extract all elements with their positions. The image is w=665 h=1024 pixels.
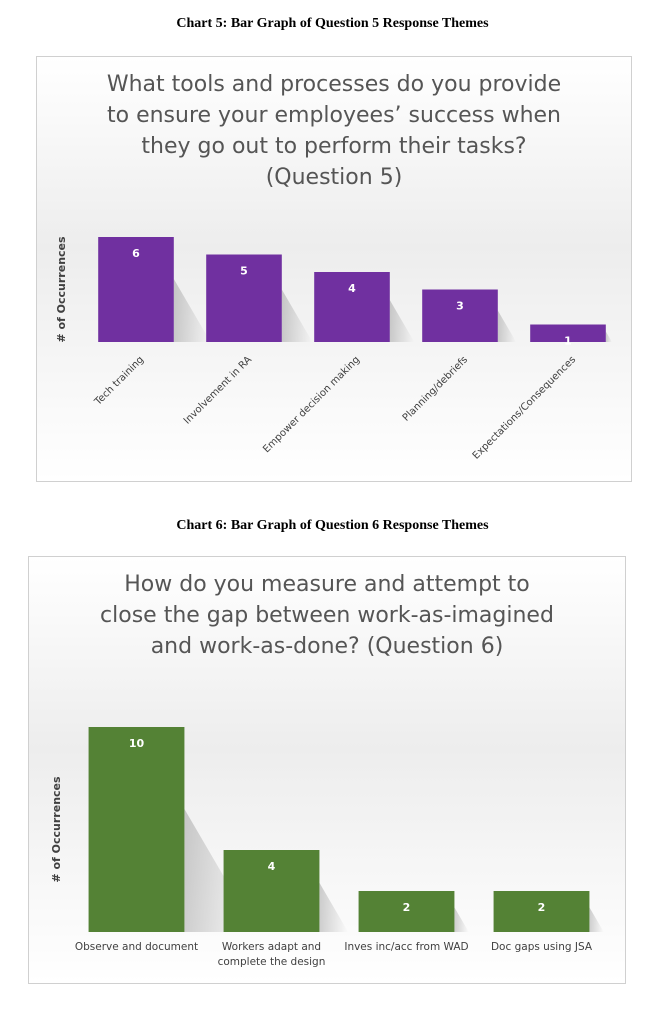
chart5-bar-shadow	[389, 300, 415, 342]
chart5-bar	[98, 237, 174, 342]
chart6-x-tick-label: Workers adapt and	[222, 941, 321, 953]
chart5-panel: What tools and processes do you provide …	[36, 56, 632, 482]
chart5-plot: # of Occurrences 6 Tech training 5 Involveme…	[55, 236, 612, 462]
chart5-data-label: 4	[348, 282, 356, 295]
chart6-title-line-2: close the gap between work-as-imagined	[100, 603, 554, 628]
chart5-data-label: 6	[132, 247, 140, 260]
chart6-title: How do you measure and attempt to close …	[29, 569, 625, 662]
chart5-x-tick-label: Involvement in RA	[182, 354, 254, 426]
chart6-title-line-1: How do you measure and attempt to	[124, 572, 530, 597]
chart5-bar	[314, 272, 390, 342]
chart5-x-tick-label: Planning/debriefs	[401, 354, 470, 423]
chart5-data-label: 1	[564, 335, 572, 348]
chart5-bar	[206, 254, 282, 342]
chart6-bar	[88, 727, 185, 932]
chart6-x-tick-label: complete the design	[218, 956, 326, 968]
chart5-title-line-1: What tools and processes do you provide	[106, 72, 562, 97]
chart5-x-tick-label: Empower decision making	[261, 354, 362, 455]
chart6-bar-shadow	[319, 882, 349, 932]
chart5-bar-shadow	[281, 289, 313, 342]
chart6-panel: How do you measure and attempt to close …	[28, 556, 626, 984]
chart6-plot: # of Occurrences 10 Observe and document 4 W…	[50, 727, 604, 968]
chart6-bar-shadow	[454, 907, 469, 932]
chart6-bar	[358, 891, 455, 932]
chart5-title-line-3: they go out to perform their tasks?	[141, 134, 527, 159]
chart5-data-label: 5	[240, 265, 248, 278]
chart5-title: What tools and processes do you provide …	[37, 69, 631, 193]
chart6-x-tick-label: Doc gaps using JSA	[491, 941, 593, 953]
chart5-x-tick-label: Expectations/Consequences	[471, 354, 578, 461]
chart5-y-axis-label: # of Occurrences	[55, 236, 68, 343]
chart5-bar	[422, 289, 498, 342]
chart5-bar-shadow	[173, 279, 211, 342]
chart6-bar-shadow	[589, 907, 604, 932]
chart5-bar-shadow	[497, 310, 517, 342]
chart6-caption: Chart 6: Bar Graph of Question 6 Respons…	[176, 518, 489, 533]
chart6-y-axis-label: # of Occurrences	[50, 776, 63, 883]
chart6-data-label: 2	[538, 901, 546, 914]
chart6-data-label: 4	[268, 860, 276, 873]
chart5-x-tick-label: Tech training	[92, 354, 146, 408]
chart6-bar	[493, 891, 590, 932]
chart6-title-line-3: and work-as-done? (Question 6)	[150, 634, 504, 659]
chart6-bar	[223, 850, 320, 932]
chart5-data-label: 3	[456, 300, 464, 313]
chart6-data-label: 10	[129, 737, 145, 750]
chart5-title-line-2: to ensure your employees’ success when	[106, 103, 562, 128]
chart6-x-tick-label: Inves inc/acc from WAD	[344, 941, 468, 953]
chart5-caption: Chart 5: Bar Graph of Question 5 Respons…	[176, 16, 489, 31]
chart6-x-tick-label: Observe and document	[75, 941, 198, 953]
chart5-title-line-4: (Question 5)	[265, 165, 403, 190]
chart5-bar-shadow	[605, 331, 612, 342]
chart6-data-label: 2	[403, 901, 411, 914]
chart5-bar	[530, 324, 606, 342]
